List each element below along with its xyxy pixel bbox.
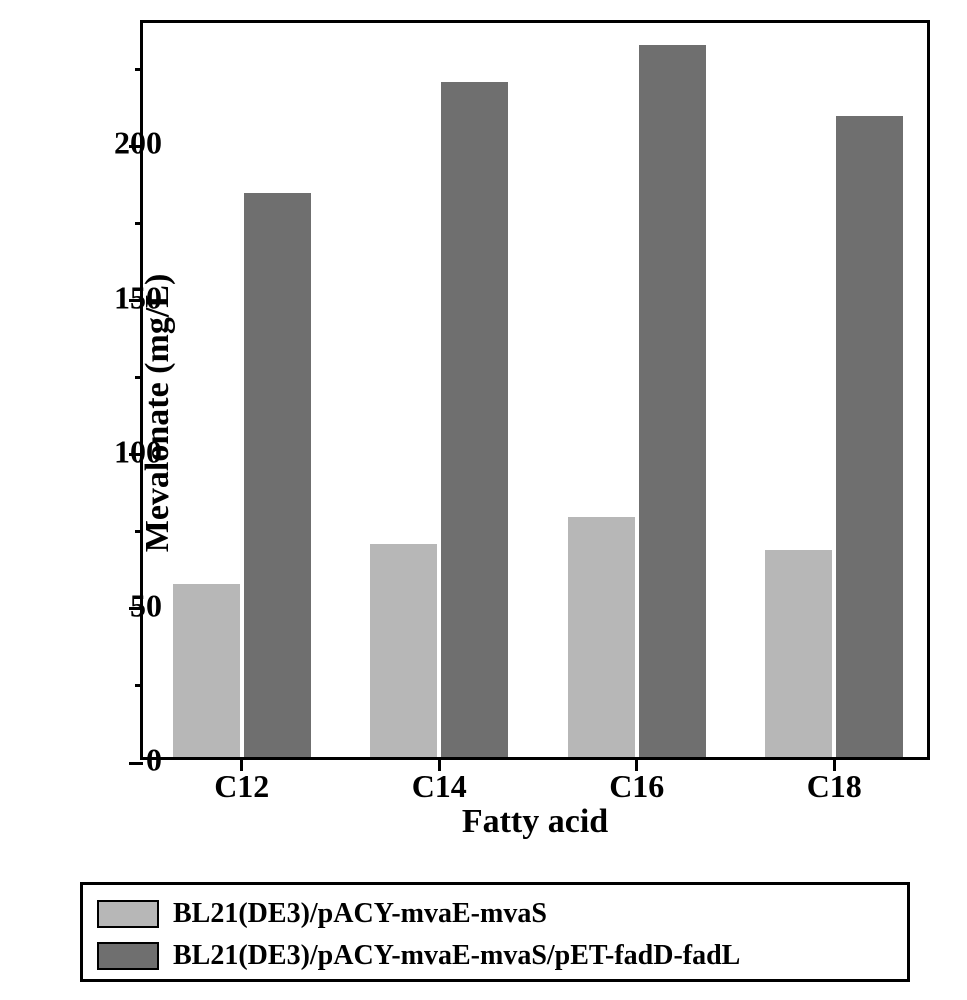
legend-item: BL21(DE3)/pACY-mvaE-mvaS [97,893,893,935]
legend-swatch [97,942,159,970]
bar [836,116,903,757]
y-tick-minor [135,68,143,71]
y-tick-minor [135,376,143,379]
bar [370,544,437,757]
x-tick-label: C14 [412,768,467,805]
y-tick-label: 0 [82,742,162,779]
x-tick-label: C16 [609,768,664,805]
chart-container: Mevalonate (mg/L) Fatty acid C12C14C16C1… [0,0,967,860]
x-axis-label: Fatty acid [462,803,608,841]
bar [441,82,508,757]
x-tick-label: C12 [214,768,269,805]
bar [639,45,706,757]
y-tick-label: 100 [82,433,162,470]
legend-label: BL21(DE3)/pACY-mvaE-mvaS [173,898,547,930]
bar [568,517,635,758]
x-tick-label: C18 [807,768,862,805]
y-tick-minor [135,684,143,687]
plot-area: Mevalonate (mg/L) Fatty acid C12C14C16C1… [140,20,930,760]
legend-label: BL21(DE3)/pACY-mvaE-mvaS/pET-fadD-fadL [173,940,740,972]
y-tick-minor [135,222,143,225]
y-tick-label: 200 [82,125,162,162]
bar [244,193,311,757]
y-tick-label: 150 [82,279,162,316]
legend-item: BL21(DE3)/pACY-mvaE-mvaS/pET-fadD-fadL [97,935,893,977]
y-tick-minor [135,530,143,533]
legend: BL21(DE3)/pACY-mvaE-mvaS BL21(DE3)/pACY-… [80,882,910,982]
bar [173,584,240,757]
bar [765,550,832,757]
legend-swatch [97,900,159,928]
y-tick-label: 50 [82,587,162,624]
